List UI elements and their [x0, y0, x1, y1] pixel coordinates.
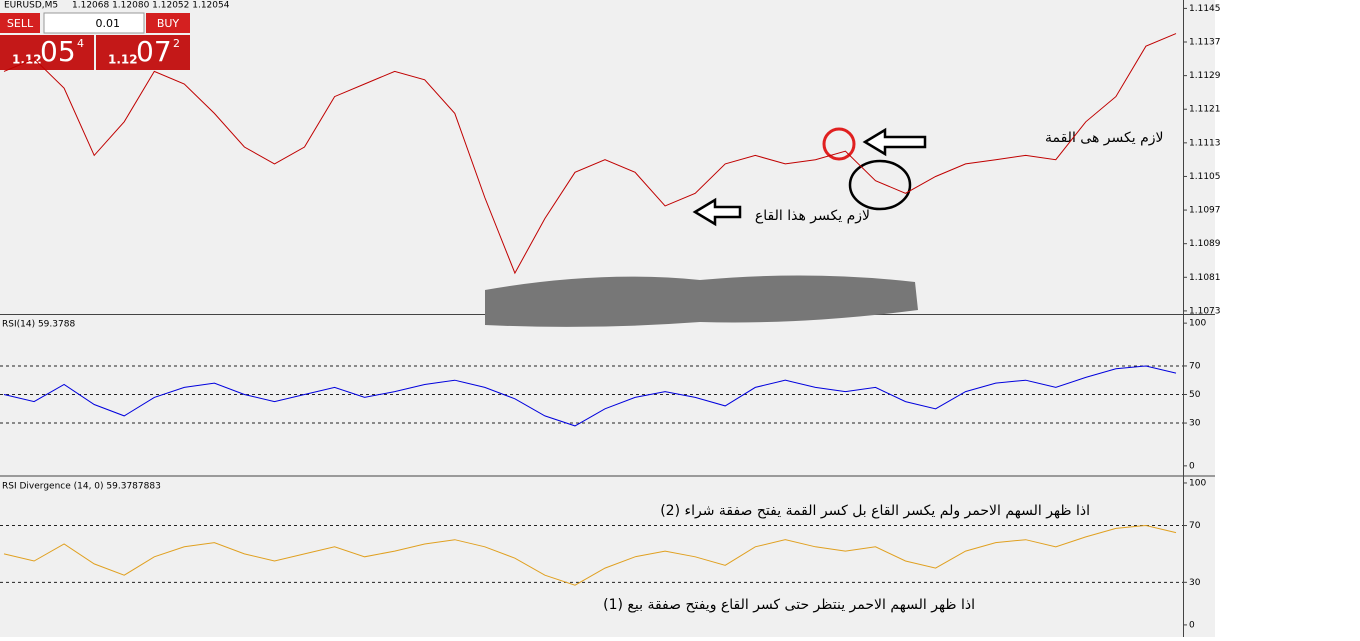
y-tick-label: 70 [1189, 361, 1201, 371]
annotation: لازم يكسر هى القمة [1045, 130, 1164, 146]
y-tick-label: 1.1145 [1189, 4, 1221, 14]
symbol: EURUSD,M5 [4, 1, 58, 11]
buy-button[interactable] [146, 13, 190, 33]
arrow [862, 127, 927, 157]
y-tick-label: 30 [1189, 578, 1201, 588]
y-tick-label: 1.1121 [1189, 105, 1221, 115]
y-tick-label: 1.1073 [1189, 306, 1221, 316]
annotation: اذا ظهر السهم الاحمر ينتظر حتى كسر القاع… [603, 597, 975, 613]
y-tick-label: 1.1089 [1189, 239, 1221, 249]
buy-sup: 2 [173, 37, 180, 50]
annotation: اذا ظهر السهم الاحمر ولم يكسر القاع بل ك… [660, 503, 1090, 519]
sell-label: SELL [7, 17, 34, 30]
y-tick-label: 1.1113 [1189, 138, 1221, 148]
y-tick-label: 1.1097 [1189, 206, 1221, 216]
series-line [3, 365, 1177, 427]
y-tick-label: 30 [1189, 419, 1201, 429]
circle-mark [848, 159, 912, 211]
sell-big: 05 [40, 35, 76, 68]
buy-big: 07 [136, 35, 172, 68]
arrow [692, 197, 742, 227]
y-tick-label: 1.1105 [1189, 172, 1221, 182]
y-tick-label: 100 [1189, 319, 1206, 329]
annotation: لازم يكسر هذا القاع [755, 208, 870, 224]
sell-button[interactable] [0, 13, 40, 33]
lot-input[interactable] [43, 12, 145, 34]
y-tick-label: 0 [1189, 620, 1195, 630]
buy-price-box[interactable] [96, 35, 190, 70]
y-tick-label: 0 [1189, 461, 1195, 471]
ohlc: 1.12068 1.12080 1.12052 1.12054 [72, 1, 230, 11]
buy-label: BUY [157, 17, 180, 30]
trade-panel: SELL 0.01 BUY 1.12 05 4 1.12 07 2 [0, 12, 190, 70]
y-tick-label: 1.1081 [1189, 273, 1221, 283]
y-tick-label: 70 [1189, 521, 1201, 531]
y-tick-label: 1.1129 [1189, 71, 1221, 81]
smudge [485, 275, 918, 327]
sell-prefix: 1.12 [12, 53, 42, 67]
series-line [3, 524, 1177, 586]
pane-title: RSI Divergence (14, 0) 59.3787883 [2, 482, 161, 492]
y-tick-label: 1.1137 [1189, 38, 1221, 48]
series-line [3, 33, 1177, 275]
buy-prefix: 1.12 [108, 53, 138, 67]
lot: 0.01 [96, 17, 121, 30]
circle-mark [822, 127, 856, 161]
sell-price-box[interactable] [0, 35, 94, 70]
y-tick-label: 50 [1189, 390, 1201, 400]
sell-sup: 4 [77, 37, 84, 50]
y-tick-label: 100 [1189, 478, 1206, 488]
pane-title: RSI(14) 59.3788 [2, 320, 75, 330]
